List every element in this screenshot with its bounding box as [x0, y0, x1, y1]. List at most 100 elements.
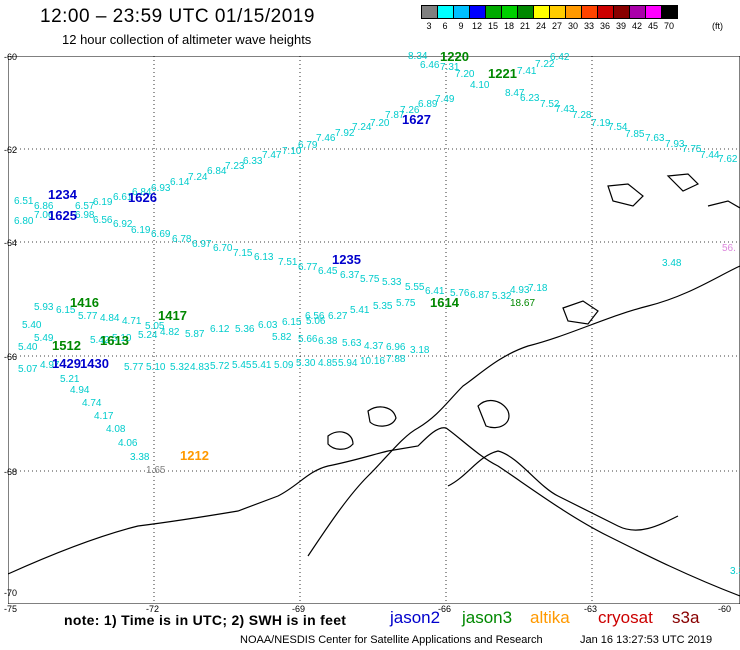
wave-height-value: 5.75: [396, 298, 416, 309]
lat-label-68: -68: [4, 467, 18, 477]
scale-label: 39: [615, 21, 626, 31]
wave-height-value: 6.27: [328, 311, 348, 322]
wave-height-value: 7.22: [535, 59, 555, 70]
sat-jason3: jason3: [462, 608, 513, 627]
lat-label-64: -64: [4, 238, 18, 248]
lon-label-63: -63: [584, 604, 598, 614]
pass-time-label: 1430: [80, 356, 109, 371]
scale-label: 30: [567, 21, 578, 31]
wave-height-value: 6.23: [520, 93, 540, 104]
wave-height-value: 6.37: [340, 270, 360, 281]
wave-height-value: 6.98: [75, 210, 95, 221]
scale-label: 33: [583, 21, 594, 31]
wave-height-value: 6.56: [305, 311, 325, 322]
wave-height-value: 5.41: [252, 360, 272, 371]
lon-label-72: -72: [146, 604, 160, 614]
wave-height-value: 6.86: [34, 201, 54, 212]
wave-height-value: 7.10: [282, 146, 302, 157]
wave-height-value: 5.06: [306, 316, 326, 327]
wave-height-value: 7.92: [335, 128, 355, 139]
wave-height-value: 7.20: [455, 69, 475, 80]
wave-height-value: 4.82: [160, 327, 180, 338]
wave-height-value: 5.30: [296, 358, 316, 369]
wave-height-value: 5.33: [382, 277, 402, 288]
wave-height-value: 5.42: [90, 335, 110, 346]
scale-cell: [469, 5, 486, 19]
timestamp: Jan 16 13:27:53 UTC 2019: [580, 634, 713, 646]
wave-height-value: 4.94: [70, 385, 90, 396]
wave-height-value: 5.21: [60, 374, 80, 385]
wave-height-value: 6.84: [207, 166, 227, 177]
wave-height-value: 5.41: [350, 305, 370, 316]
wave-height-value: 7.18: [528, 283, 548, 294]
wave-height-value: 3.38: [130, 452, 150, 463]
scale-cell: [437, 5, 454, 19]
pass-time-label: 1626: [128, 190, 157, 205]
page-title: 12:00 – 23:59 UTC 01/15/2019: [40, 6, 315, 27]
wave-height-value: 7.31: [440, 62, 460, 73]
wave-height-value: 5.77: [78, 311, 98, 322]
scale-label: 18: [503, 21, 514, 31]
wave-height-value: 4.17: [94, 411, 114, 422]
wave-height-value: 5.75: [360, 274, 380, 285]
sat-cryosat: cryosat: [598, 608, 653, 627]
color-scale-labels: 3 6 9 12 15 18 21 24 27 30 33 36 39 42 45 70: [421, 21, 677, 31]
scale-cell: [453, 5, 470, 19]
scale-label: 15: [487, 21, 498, 31]
wave-height-value: 6.19: [93, 197, 113, 208]
wave-height-value: 7.49: [435, 94, 455, 105]
pass-time-label: 1614: [430, 295, 459, 310]
wave-height-value: 7.63: [645, 133, 665, 144]
lon-label-75: -75: [4, 604, 18, 614]
wave-height-value: 6.61: [113, 192, 133, 203]
wave-height-value: 6.80: [14, 216, 34, 227]
wave-height-value: 6.93: [151, 183, 171, 194]
scale-unit: (ft): [712, 21, 723, 31]
wave-height-value: 6.78: [172, 234, 192, 245]
scale-label: 21: [519, 21, 530, 31]
scale-cell: [645, 5, 662, 19]
wave-height-value: 7.87: [385, 110, 405, 121]
wave-height-value: 6.97: [192, 239, 212, 250]
wave-height-value: 7.24: [352, 122, 372, 133]
wave-height-value: 7.06: [34, 210, 54, 221]
scale-cell: [613, 5, 630, 19]
pass-time-label: 1429: [52, 356, 81, 371]
lat-label-62: -62: [4, 145, 18, 155]
sat-jason2: jason2: [390, 608, 441, 627]
wave-height-value: 6.14: [170, 177, 190, 188]
wave-height-value: 5.76: [450, 288, 470, 299]
wave-height-value: 5.66: [298, 334, 318, 345]
pass-time-label: 1613: [100, 333, 129, 348]
wave-height-value: 56.: [722, 243, 736, 254]
wave-height-value: 5.10: [112, 333, 132, 344]
wave-height-value: 5.40: [22, 320, 42, 331]
pass-time-label: 1221: [488, 66, 517, 81]
scale-cell: [549, 5, 566, 19]
wave-height-value: 5.94: [338, 358, 358, 369]
color-scale: [421, 5, 678, 19]
wave-height-value: 7.24: [188, 172, 208, 183]
scale-cell: [485, 5, 502, 19]
wave-height-value: 3.48: [662, 258, 682, 269]
sat-altika: altika: [530, 608, 570, 627]
wave-height-value: 5.35: [373, 301, 393, 312]
map-area: [8, 56, 740, 604]
scale-label: 70: [663, 21, 674, 31]
scale-label: 36: [599, 21, 610, 31]
scale-label: 9: [458, 21, 464, 31]
wave-height-value: 8.34: [408, 51, 428, 62]
wave-height-value: 6.96: [386, 342, 406, 353]
wave-height-value: 8.47: [505, 88, 525, 99]
pass-time-label: 1234: [48, 187, 77, 202]
wave-height-value: 5.55: [405, 282, 425, 293]
wave-height-value: 6.57: [75, 201, 95, 212]
scale-label: 12: [471, 21, 482, 31]
credit-text: NOAA/NESDIS Center for Satellite Applica…: [240, 634, 543, 646]
scale-cell: [629, 5, 646, 19]
wave-height-value: 4.71: [122, 316, 142, 327]
scale-label: 6: [442, 21, 448, 31]
scale-label: 27: [551, 21, 562, 31]
wave-height-value: 4.06: [118, 438, 138, 449]
wave-height-value: 7.62: [718, 154, 738, 165]
